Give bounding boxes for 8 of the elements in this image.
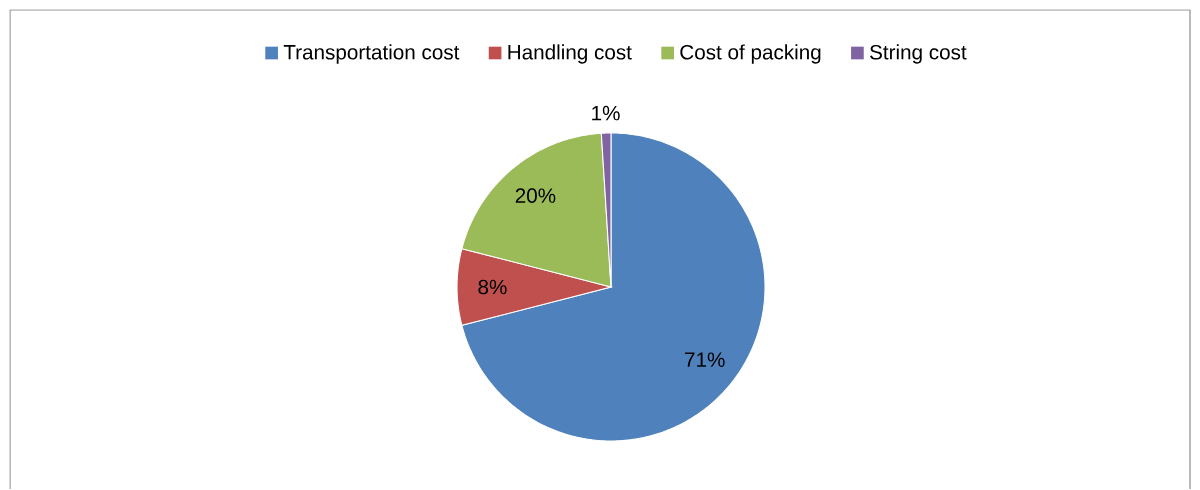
data-label: 8% — [478, 279, 507, 295]
legend-label: Transportation cost — [283, 44, 460, 64]
legend-label: Handling cost — [508, 44, 632, 64]
data-label: 20% — [515, 188, 556, 204]
legend-label: Cost of packing — [680, 44, 821, 64]
data-label: 1% — [592, 106, 620, 121]
data-label: 71% — [685, 352, 725, 368]
legend-label: String cost — [870, 44, 967, 64]
